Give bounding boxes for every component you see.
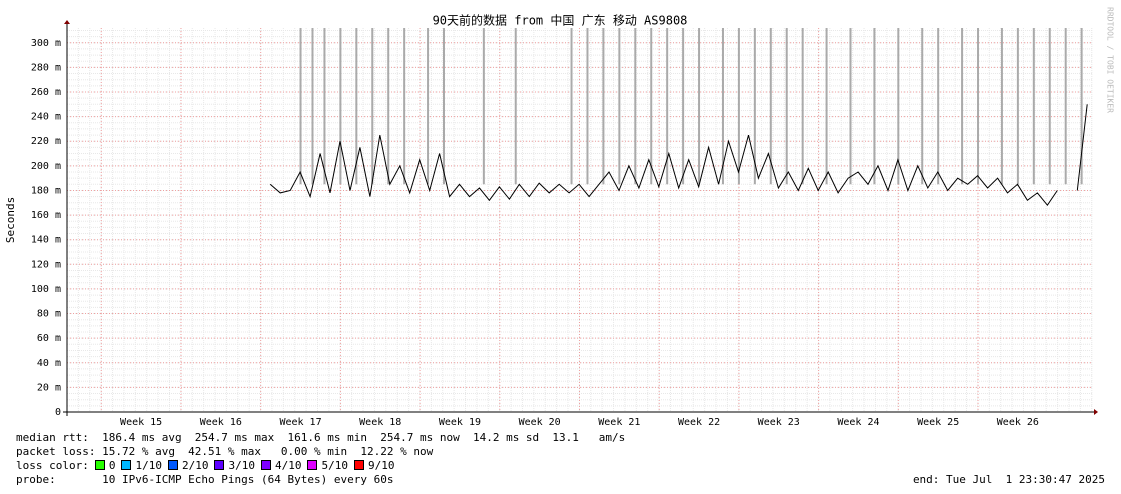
median-rtt: median rtt: 186.4 ms avg 254.7 ms max 16… <box>16 431 626 444</box>
y-axis-label: Seconds <box>4 197 17 243</box>
legend-entry: 5/10 <box>321 459 348 472</box>
y-tick-label: 180 m <box>31 185 61 196</box>
legend-swatch <box>260 460 271 470</box>
arrow <box>1094 409 1098 415</box>
x-tick-label: Week 24 <box>837 417 879 428</box>
legend-entry: 2/10 <box>181 459 209 472</box>
y-tick-label: 280 m <box>31 62 61 73</box>
y-tick-label: 300 m <box>31 38 61 49</box>
arrow <box>64 20 70 24</box>
chart: 90天前的数据 from 中国 广东 移动 AS9808 Seconds RRD… <box>4 7 1115 428</box>
y-tick-label: 160 m <box>31 210 61 221</box>
y-tick-label: 0 <box>55 407 61 418</box>
legend-entry: 0 <box>108 459 116 472</box>
x-tick-label: Week 17 <box>279 417 321 428</box>
x-tick-label: Week 23 <box>758 417 800 428</box>
y-tick-label: 200 m <box>31 161 61 172</box>
x-tick-label: Week 25 <box>917 417 959 428</box>
legend-swatch <box>121 460 132 470</box>
x-tick-label: Week 21 <box>598 417 640 428</box>
legend-entry: 9/10 <box>367 459 395 472</box>
chart-title: 90天前的数据 from 中国 广东 移动 AS9808 <box>433 13 688 28</box>
legend-swatch <box>307 460 318 470</box>
x-tick-label: Week 18 <box>359 417 401 428</box>
legend-swatch <box>214 460 225 470</box>
legend-swatch <box>94 460 105 470</box>
x-tick-label: Week 26 <box>997 417 1039 428</box>
y-tick-label: 80 m <box>37 309 61 320</box>
x-tick-label: Week 20 <box>519 417 561 428</box>
end-time: end: Tue Jul 1 23:30:47 2025 <box>912 473 1105 486</box>
x-tick-label: Week 16 <box>200 417 242 428</box>
y-tick-label: 260 m <box>31 87 61 98</box>
side-text: RRDTOOL / TOBI OETIKER <box>1106 7 1115 113</box>
x-tick-label: Week 15 <box>120 417 162 428</box>
x-tick-label: Week 22 <box>678 417 720 428</box>
legend-entry: 1/10 <box>135 459 162 472</box>
legend-swatch <box>353 460 364 470</box>
x-tick-label: Week 19 <box>439 417 481 428</box>
y-tick-label: 220 m <box>31 136 61 147</box>
legend-label: loss color: <box>16 459 89 472</box>
loss-legend: loss color: 0 1/10 2/10 3/10 4/10 5/10 9/10 <box>16 459 394 473</box>
y-tick-label: 60 m <box>37 333 61 344</box>
legend-swatch <box>167 460 178 470</box>
legend-entry: 3/10 <box>228 459 255 472</box>
packet-loss: packet loss: 15.72 % avg 42.51 % max 0.0… <box>16 445 434 458</box>
y-tick-label: 40 m <box>37 358 61 369</box>
y-tick-label: 120 m <box>31 259 61 270</box>
y-tick-label: 100 m <box>31 284 61 295</box>
median-line <box>269 104 1088 207</box>
y-tick-label: 240 m <box>31 112 61 123</box>
probe: probe: 10 IPv6-ICMP Echo Pings (64 Bytes… <box>16 473 394 486</box>
y-tick-label: 20 m <box>37 382 61 393</box>
y-tick-label: 140 m <box>31 235 61 246</box>
legend-entry: 4/10 <box>274 459 302 472</box>
